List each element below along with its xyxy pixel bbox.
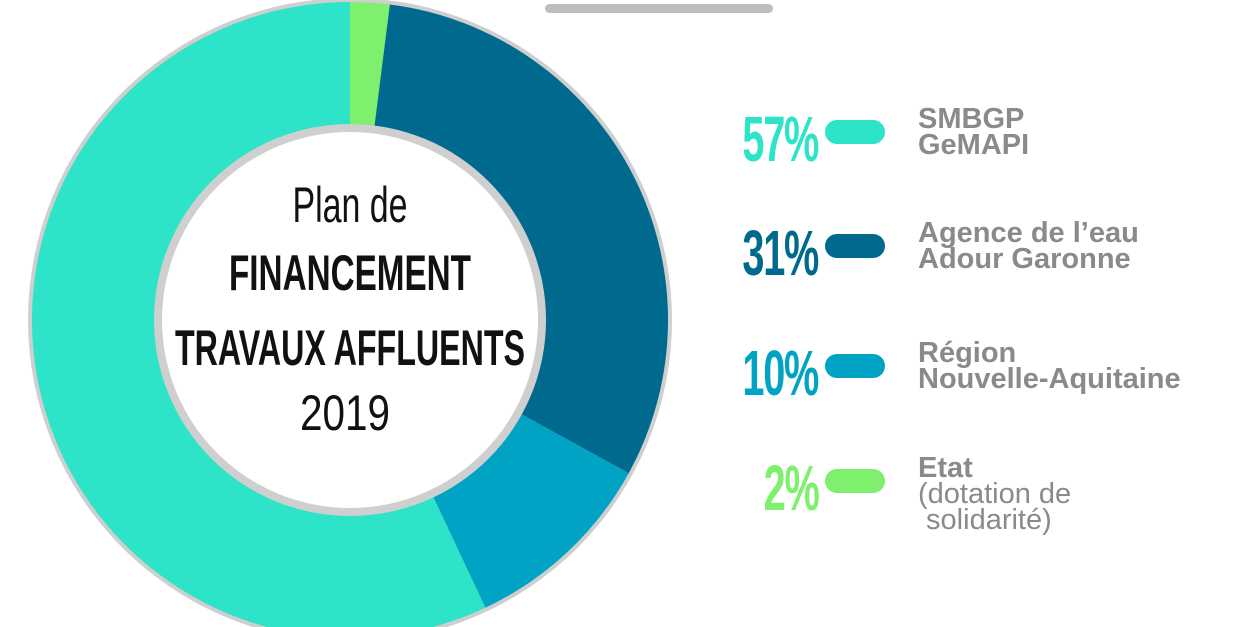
title-line: FINANCEMENT bbox=[229, 245, 471, 301]
legend-label: Agence de l’eau Adour Garonne bbox=[918, 217, 1139, 275]
title-line: 2019 bbox=[300, 385, 390, 441]
center-disc bbox=[162, 132, 538, 508]
value-label: 2% bbox=[763, 452, 819, 524]
legend-swatch bbox=[825, 120, 885, 144]
legend-swatch bbox=[825, 354, 885, 378]
legend-name: Etat bbox=[918, 452, 973, 484]
legend-label: SMBGP GeMAPI bbox=[918, 103, 1030, 161]
legend-name: Agence de l’eau Adour Garonne bbox=[918, 217, 1139, 275]
title-line: Plan de bbox=[293, 177, 408, 233]
value-label: 31% bbox=[742, 217, 819, 289]
legend-label: Région Nouvelle-Aquitaine bbox=[918, 337, 1181, 395]
legend-name: SMBGP GeMAPI bbox=[918, 103, 1030, 161]
title-line: TRAVAUX AFFLUENTS bbox=[175, 320, 525, 376]
legend-detail: (dotation de solidarité) bbox=[918, 478, 1072, 536]
legend-label: Etat (dotation de solidarité) bbox=[918, 452, 1072, 536]
legend-name: Région Nouvelle-Aquitaine bbox=[918, 337, 1181, 395]
value-label: 10% bbox=[742, 337, 819, 409]
top-bar bbox=[545, 4, 773, 13]
legend-swatch bbox=[825, 234, 885, 258]
value-label: 57% bbox=[742, 103, 819, 175]
legend-swatch bbox=[825, 469, 885, 493]
